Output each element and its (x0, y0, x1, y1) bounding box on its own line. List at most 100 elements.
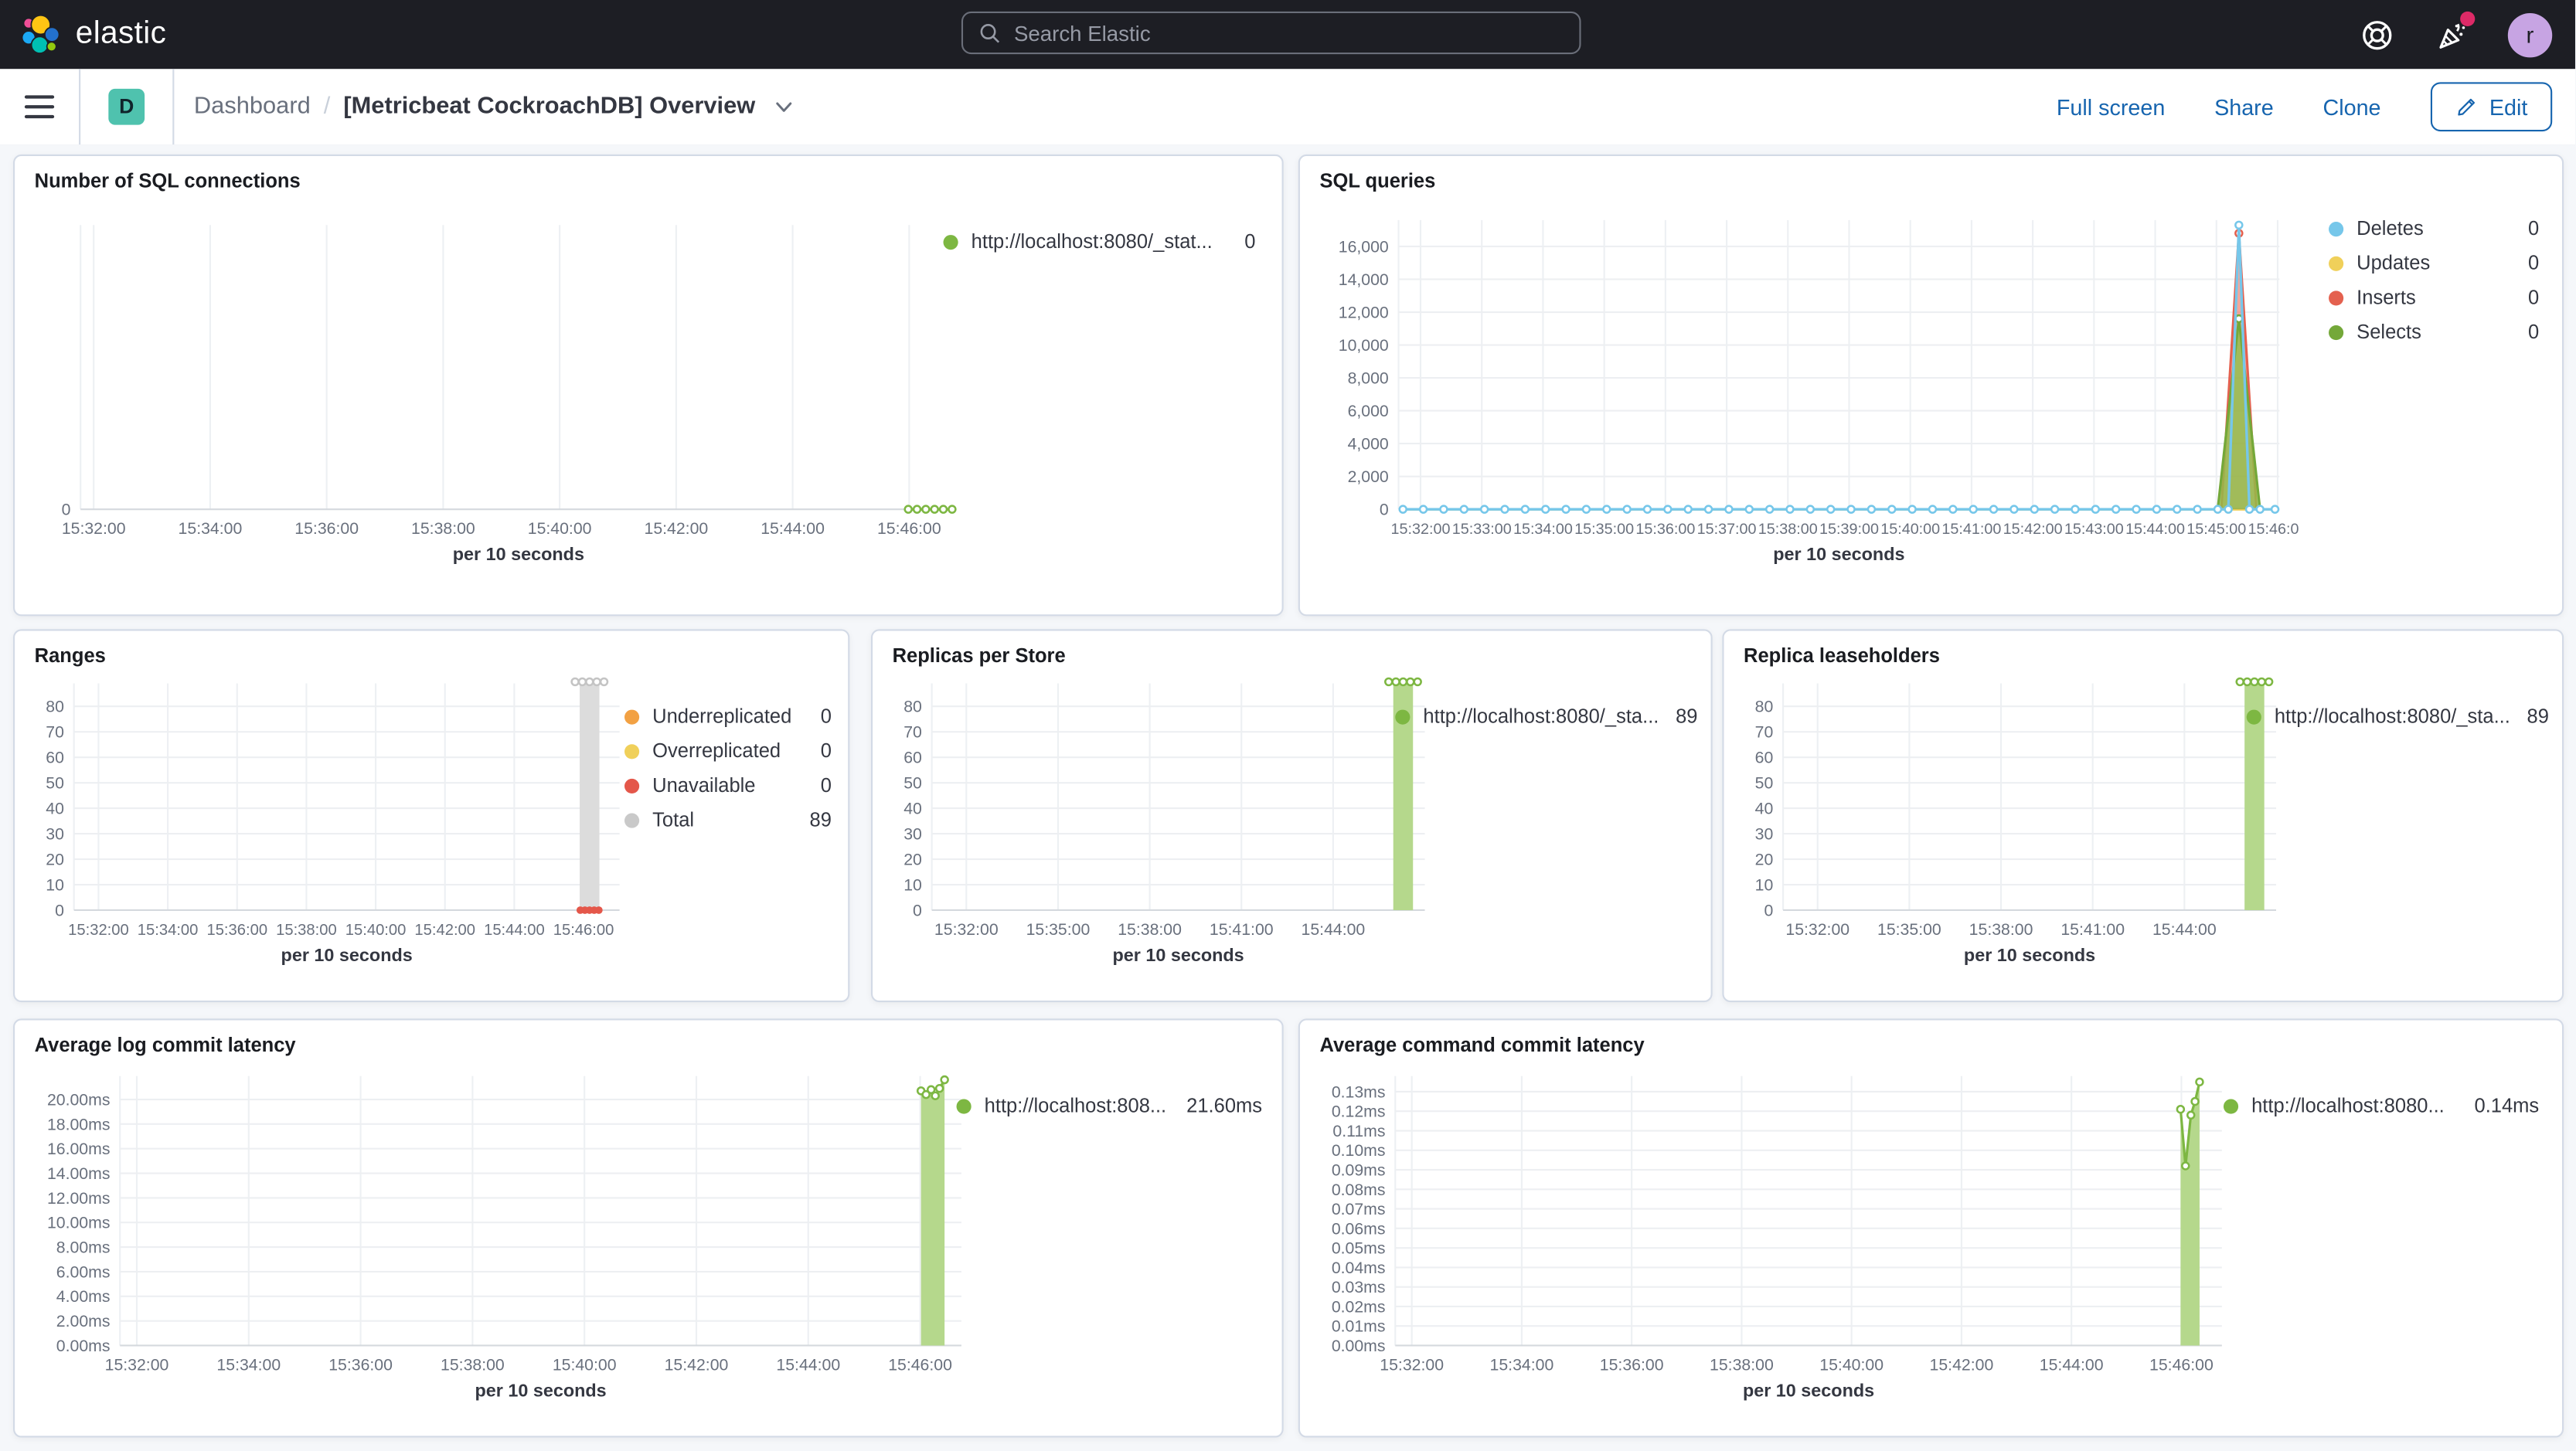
legend-item[interactable]: http://localhost:808... 21.60ms (956, 1092, 1262, 1119)
legend-dot-icon (1395, 709, 1411, 724)
legend-item[interactable]: Deletes 0 (2329, 216, 2539, 242)
legend-dot-icon (624, 709, 640, 724)
full-screen-button[interactable]: Full screen (2056, 94, 2166, 120)
panel-ranges: Ranges 15:32:00 15:34:00 15:36:00 15:38:00 1… (13, 629, 850, 1003)
legend-item[interactable]: Selects 0 (2329, 319, 2539, 345)
legend-item[interactable]: http://localhost:8080/_sta... 89 (2246, 703, 2549, 729)
panel-title: Replica leaseholders (1744, 644, 1940, 668)
legend-item[interactable]: Updates 0 (2329, 250, 2539, 276)
svg-text:15:36:00: 15:36:00 (294, 519, 359, 538)
svg-text:80: 80 (903, 698, 922, 716)
legend-dot-icon (956, 1098, 972, 1113)
svg-text:15:36:00: 15:36:00 (328, 1355, 393, 1374)
svg-text:70: 70 (46, 723, 64, 742)
svg-text:0: 0 (1764, 901, 1774, 919)
legend-item[interactable]: Total 89 (624, 807, 832, 833)
svg-text:15:44:00: 15:44:00 (2040, 1355, 2104, 1374)
share-button[interactable]: Share (2214, 94, 2274, 120)
edit-button-label: Edit (2489, 94, 2528, 120)
panel-title: Number of SQL connections (34, 169, 301, 192)
ranges-chart[interactable]: 15:32:00 15:34:00 15:36:00 15:38:00 15:40:00… (28, 671, 639, 970)
svg-text:0.04ms: 0.04ms (1332, 1259, 1386, 1277)
menu-button[interactable] (24, 95, 55, 119)
svg-text:per 10 seconds: per 10 seconds (475, 1380, 606, 1400)
panel-avg-command-commit-latency: Average command commit latency 15:32:00 1… (1298, 1018, 2564, 1438)
legend-dot-icon (2329, 290, 2344, 305)
edit-button[interactable]: Edit (2430, 82, 2553, 132)
svg-text:per 10 seconds: per 10 seconds (453, 544, 584, 564)
svg-text:15:42:00: 15:42:00 (2003, 521, 2063, 538)
legend-item[interactable]: Overreplicated 0 (624, 738, 832, 764)
svg-text:20: 20 (46, 850, 64, 868)
replicas-per-store-chart[interactable]: 15:32:00 15:35:00 15:38:00 15:41:00 15:44:00… (886, 671, 1445, 970)
panel-avg-log-commit-latency: Average log commit latency 15:32:00 15:34… (13, 1018, 1284, 1438)
legend-item[interactable]: Underreplicated 0 (624, 703, 832, 729)
svg-text:15:46:00: 15:46:00 (2149, 1355, 2214, 1374)
chart-legend: Underreplicated 0 Overreplicated 0 Unavailab… (624, 703, 832, 833)
svg-text:70: 70 (1755, 723, 1774, 742)
legend-item[interactable]: http://localhost:8080... 0.14ms (2223, 1092, 2539, 1119)
sql-queries-chart[interactable]: 15:32:00 15:33:00 15:34:00 15:35:00 15:36:00… (1313, 207, 2299, 569)
legend-dot-icon (943, 234, 958, 250)
svg-text:15:44:00: 15:44:00 (776, 1355, 840, 1374)
avg-log-commit-latency-chart[interactable]: 15:32:00 15:34:00 15:36:00 15:38:00 15:40:00… (28, 1063, 981, 1405)
deployment-badge[interactable]: D (108, 88, 145, 125)
svg-text:0.10ms: 0.10ms (1332, 1141, 1386, 1160)
svg-text:15:46:00: 15:46:00 (553, 922, 614, 939)
svg-text:0.12ms: 0.12ms (1332, 1103, 1386, 1121)
legend-item[interactable]: http://localhost:8080/_stat... 0 (943, 229, 1256, 255)
svg-text:8,000: 8,000 (1348, 369, 1389, 388)
svg-text:15:46:00: 15:46:00 (877, 519, 941, 538)
svg-text:10,000: 10,000 (1339, 336, 1389, 355)
svg-text:15:42:00: 15:42:00 (414, 922, 475, 939)
svg-text:12,000: 12,000 (1339, 303, 1389, 321)
elastic-logo-icon (21, 14, 60, 54)
svg-text:0.13ms: 0.13ms (1332, 1082, 1386, 1101)
elastic-logo[interactable]: elastic (0, 13, 166, 56)
svg-text:15:40:00: 15:40:00 (553, 1355, 617, 1374)
svg-text:12.00ms: 12.00ms (47, 1189, 111, 1208)
svg-text:60: 60 (46, 749, 64, 767)
replica-leaseholders-chart[interactable]: 15:32:00 15:35:00 15:38:00 15:41:00 15:44:00… (1737, 671, 2296, 970)
svg-text:0.00ms: 0.00ms (56, 1337, 111, 1355)
svg-text:40: 40 (903, 800, 922, 818)
svg-text:0: 0 (62, 501, 71, 519)
legend-item[interactable]: http://localhost:8080/_sta... 89 (1395, 703, 1698, 729)
news-button[interactable] (2432, 11, 2476, 54)
avg-command-commit-latency-chart[interactable]: 15:32:00 15:34:00 15:36:00 15:38:00 15:40:00… (1313, 1063, 2241, 1405)
svg-text:15:35:00: 15:35:00 (1877, 920, 1941, 939)
sql-connections-chart[interactable]: 15:32:00 15:34:00 15:36:00 15:38:00 15:40:00… (31, 212, 976, 568)
user-avatar[interactable]: r (2507, 12, 2553, 57)
legend-label: http://localhost:8080... (2251, 1094, 2445, 1117)
divider (79, 69, 81, 145)
dashboard-toolbar: D Dashboard / [Metricbeat CockroachDB] O… (0, 69, 2575, 147)
svg-text:15:41:00: 15:41:00 (2060, 920, 2125, 939)
legend-label: http://localhost:808... (984, 1094, 1167, 1117)
svg-text:20: 20 (903, 850, 922, 868)
chevron-down-icon[interactable] (771, 95, 795, 118)
avatar-initial: r (2526, 21, 2534, 48)
search-input[interactable]: Search Elastic (961, 11, 1581, 55)
svg-text:40: 40 (1755, 800, 1774, 818)
svg-text:per 10 seconds: per 10 seconds (1964, 945, 2095, 965)
svg-text:60: 60 (1755, 749, 1774, 767)
legend-item[interactable]: Inserts 0 (2329, 284, 2539, 311)
panel-replica-leaseholders: Replica leaseholders 15:32:00 15:35:00 15:… (1722, 629, 2564, 1003)
svg-text:per 10 seconds: per 10 seconds (1743, 1380, 1874, 1400)
chart-legend: http://localhost:8080/_stat... 0 (943, 229, 1256, 255)
legend-label: http://localhost:8080/_stat... (971, 229, 1213, 253)
svg-text:2,000: 2,000 (1348, 467, 1389, 486)
legend-value: 0 (2527, 216, 2540, 240)
legend-value: 0 (820, 739, 832, 763)
legend-item[interactable]: Unavailable 0 (624, 772, 832, 798)
svg-text:0.11ms: 0.11ms (1332, 1122, 1385, 1140)
svg-text:15:34:00: 15:34:00 (138, 922, 199, 939)
svg-text:4.00ms: 4.00ms (56, 1287, 111, 1306)
help-button[interactable] (2357, 15, 2396, 54)
breadcrumb-dashboard[interactable]: Dashboard (193, 93, 311, 121)
legend-value: 89 (2527, 705, 2549, 728)
svg-text:15:46:00: 15:46:00 (888, 1355, 952, 1374)
legend-value: 0 (2527, 251, 2540, 275)
clone-button[interactable]: Clone (2322, 94, 2381, 120)
